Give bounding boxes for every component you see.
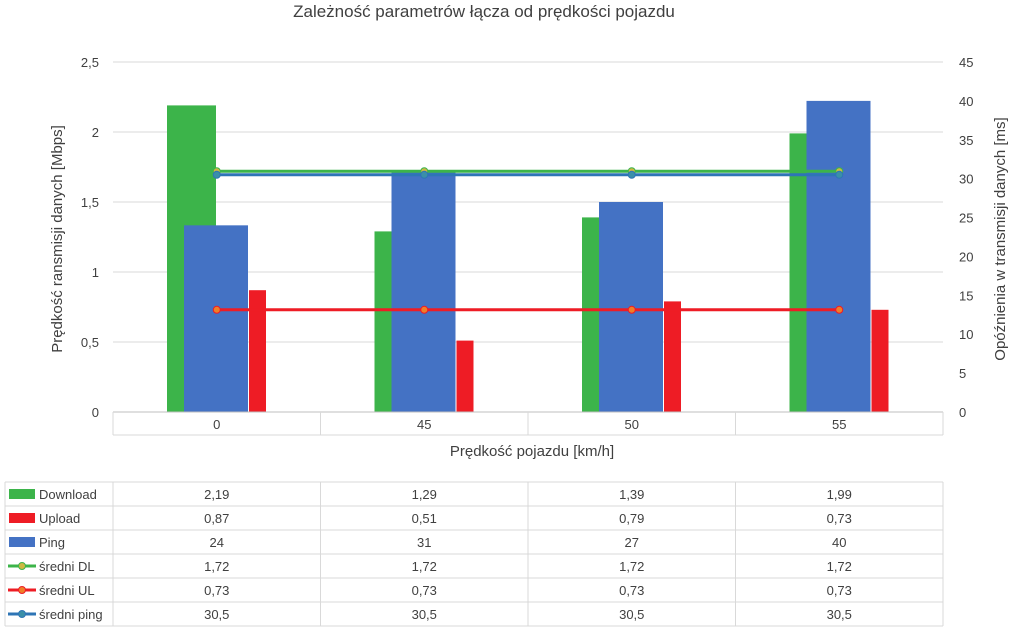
table-cell: 0,73 xyxy=(204,583,229,598)
data-table: Download 2,19 1,29 1,39 1,99 Upload 0,87 0,51 0,… xyxy=(4,481,944,627)
bar-upload xyxy=(871,309,889,412)
legend-key-marker xyxy=(18,610,26,618)
table-cell: 31 xyxy=(417,535,431,550)
line-point xyxy=(627,170,636,179)
y-axis-label: Prędkość ransmisji danych [Mbps] xyxy=(49,125,66,353)
table-cell: 0,73 xyxy=(619,583,644,598)
line-point xyxy=(627,305,636,314)
y2-tick-label: 45 xyxy=(959,55,973,70)
y-tick-label: 0,5 xyxy=(81,335,99,350)
table-row-label: średni UL xyxy=(39,583,95,598)
y2-tick-label: 20 xyxy=(959,249,973,264)
y2-tick-label: 10 xyxy=(959,327,973,342)
legend-key-download xyxy=(9,489,35,499)
axes: 0 0,5 1 1,5 2 2,5 0 5 10 15 20 25 30 35 40 45 0 45 50 55 xyxy=(81,55,973,436)
table-cell: 0,51 xyxy=(412,511,437,526)
average-lines xyxy=(212,167,844,314)
line-point xyxy=(212,305,221,314)
y-tick-label: 2 xyxy=(92,125,99,140)
table-cell: 0,73 xyxy=(412,583,437,598)
table-cell: 0,73 xyxy=(827,583,852,598)
chart-title: Zależność parametrów łącza od prędkości … xyxy=(293,2,675,21)
line-point xyxy=(835,305,844,314)
y2-tick-label: 35 xyxy=(959,133,973,148)
bar-upload xyxy=(456,340,474,412)
y2-axis-label: Opóźnienia w transmisji danych [ms] xyxy=(992,117,1009,360)
y2-tick-label: 15 xyxy=(959,288,973,303)
table-cell: 1,72 xyxy=(619,559,644,574)
table-cell: 40 xyxy=(832,535,846,550)
x-tick-label: 55 xyxy=(832,417,846,432)
y-tick-label: 0 xyxy=(92,405,99,420)
table-cell: 1,72 xyxy=(204,559,229,574)
legend-key-ping xyxy=(9,537,35,547)
y-tick-label: 1 xyxy=(92,265,99,280)
line-point xyxy=(212,170,221,179)
table-row-label: średni DL xyxy=(39,559,95,574)
bar-upload xyxy=(664,301,681,412)
y2-tick-label: 40 xyxy=(959,94,973,109)
bar-ping xyxy=(184,225,248,412)
y-tick-label: 2,5 xyxy=(81,55,99,70)
table-cell: 27 xyxy=(625,535,639,550)
table-row-label: Download xyxy=(39,487,97,502)
bar-ping xyxy=(391,170,456,412)
legend-key-marker xyxy=(18,586,26,594)
line-point xyxy=(835,170,844,179)
bar-upload xyxy=(249,290,266,412)
line-point xyxy=(420,305,429,314)
y2-tick-label: 25 xyxy=(959,211,973,226)
y-tick-label: 1,5 xyxy=(81,195,99,210)
table-cell: 1,39 xyxy=(619,487,644,502)
bars xyxy=(167,100,889,413)
y2-tick-label: 0 xyxy=(959,405,966,420)
table-cell: 1,99 xyxy=(827,487,852,502)
x-tick-label: 50 xyxy=(625,417,639,432)
table-cell: 1,29 xyxy=(412,487,437,502)
table-cell: 30,5 xyxy=(204,607,229,622)
table-cell: 30,5 xyxy=(619,607,644,622)
line-point xyxy=(420,170,429,179)
table-cell: 0,79 xyxy=(619,511,644,526)
table-cell: 30,5 xyxy=(412,607,437,622)
table-cell: 0,73 xyxy=(827,511,852,526)
table-cell: 30,5 xyxy=(827,607,852,622)
table-cell: 24 xyxy=(210,535,224,550)
x-tick-label: 45 xyxy=(417,417,431,432)
table-cell: 2,19 xyxy=(204,487,229,502)
x-axis-label: Prędkość pojazdu [km/h] xyxy=(450,443,614,460)
y2-tick-label: 5 xyxy=(959,366,966,381)
table-cell: 1,72 xyxy=(827,559,852,574)
legend-key-upload xyxy=(9,513,35,523)
bar-ping xyxy=(806,100,871,412)
x-tick-label: 0 xyxy=(213,417,220,432)
table-cell: 0,87 xyxy=(204,511,229,526)
table-row-label: średni ping xyxy=(39,607,103,622)
table-cell: 1,72 xyxy=(412,559,437,574)
y2-tick-label: 30 xyxy=(959,172,973,187)
table-row-label: Upload xyxy=(39,511,80,526)
legend-key-marker xyxy=(18,562,26,570)
table-row-label: Ping xyxy=(39,535,65,550)
